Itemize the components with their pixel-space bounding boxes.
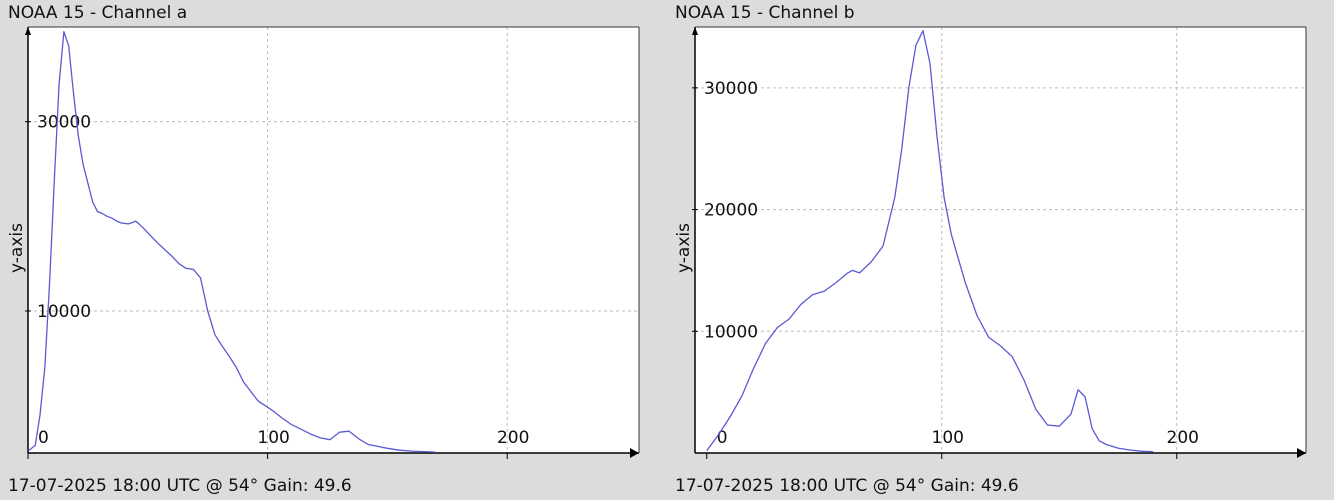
chart-footer: 17-07-2025 18:00 UTC @ 54° Gain: 49.6 — [675, 476, 1019, 496]
chart-plot-channel-b: 0 100 200 30000 20000 10000 y-axis — [674, 26, 1307, 459]
x-tick-label: 100 — [257, 428, 289, 448]
x-tick-label: 100 — [932, 428, 964, 448]
chart-panel-channel-b: NOAA 15 - Channel b 0 100 200 30000 20000 100… — [667, 0, 1334, 500]
y-tick-label: 30000 — [704, 79, 758, 99]
x-tick-label: 0 — [38, 428, 49, 448]
chart-title: NOAA 15 - Channel b — [675, 3, 855, 23]
chart-title: NOAA 15 - Channel a — [8, 3, 188, 23]
x-tick-label: 200 — [1167, 428, 1199, 448]
x-tick-label: 200 — [497, 428, 529, 448]
chart-panel-channel-a: NOAA 15 - Channel a 0 100 200 30000 10000 y-a… — [7, 3, 640, 496]
y-axis-label: y-axis — [674, 223, 694, 273]
y-axis-arrow — [25, 27, 31, 35]
y-tick-label: 10000 — [704, 322, 758, 342]
x-axis-arrow — [1297, 448, 1306, 458]
y-axis-label: y-axis — [7, 223, 27, 273]
series-line — [706, 30, 1154, 453]
y-tick-label: 20000 — [704, 201, 758, 221]
y-tick-label: 30000 — [37, 113, 91, 133]
plot-area — [28, 27, 639, 453]
chart-plot-channel-a: 0 100 200 30000 10000 y-axis — [7, 26, 640, 459]
x-axis-arrow — [630, 448, 639, 458]
series-line — [27, 31, 436, 453]
y-axis-arrow — [692, 27, 698, 35]
y-tick-label: 10000 — [37, 302, 91, 322]
chart-footer: 17-07-2025 18:00 UTC @ 54° Gain: 49.6 — [8, 476, 352, 496]
plot-area — [695, 27, 1306, 453]
x-tick-label: 0 — [717, 428, 728, 448]
